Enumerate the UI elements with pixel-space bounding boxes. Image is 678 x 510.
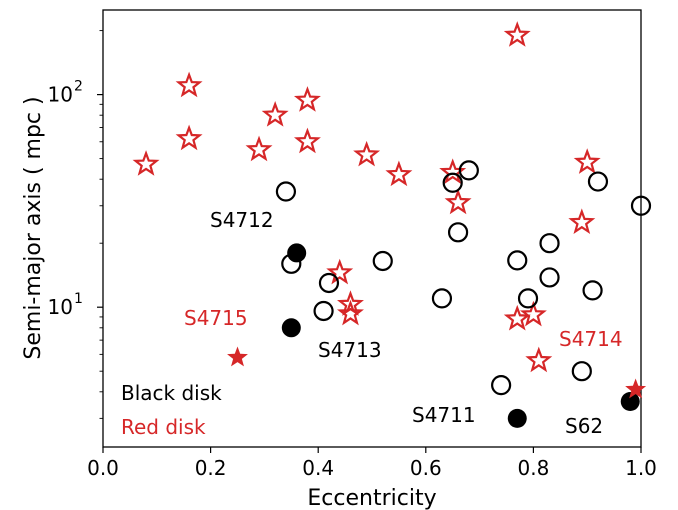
data-point-open-star — [525, 346, 553, 373]
y-tick-exponent: 1 — [74, 291, 83, 307]
data-point-open-circle — [571, 361, 592, 382]
data-point-open-star — [519, 300, 547, 327]
data-point-open-star — [503, 304, 531, 331]
data-point-filled-circle — [507, 408, 527, 428]
data-point-filled-circle — [620, 392, 640, 412]
x-tick-label: 0.2 — [195, 456, 227, 480]
annotation-s4714: S4714 — [559, 327, 623, 351]
data-point-filled-circle — [281, 318, 301, 338]
data-point-open-star — [503, 21, 531, 47]
data-point-open-star — [175, 71, 203, 98]
data-point-open-star — [175, 124, 203, 151]
y-tick-exponent: 2 — [74, 79, 83, 95]
data-point-filled-circle — [287, 243, 307, 263]
data-point-open-star — [326, 258, 354, 285]
data-point-open-circle — [539, 233, 560, 254]
data-point-open-star — [337, 299, 364, 326]
data-points — [132, 21, 652, 428]
data-point-open-star — [573, 148, 601, 174]
data-point-open-circle — [275, 181, 297, 202]
data-point-open-star — [293, 127, 321, 154]
data-point-open-star — [353, 140, 381, 167]
x-axis: 0.0 0.2 0.4 0.6 0.8 1.0 — [87, 447, 657, 480]
annotation-s4715: S4715 — [184, 306, 248, 330]
x-tick-label: 0.6 — [410, 456, 442, 480]
data-point-open-circle — [372, 250, 393, 272]
data-point-open-circle — [507, 250, 528, 271]
x-axis-label: Eccentricity — [307, 486, 436, 510]
y-tick-label: 10 — [48, 295, 73, 319]
data-point-open-circle — [630, 195, 652, 216]
data-point-open-star — [444, 188, 472, 215]
annotation-s4711: S4711 — [412, 403, 476, 427]
x-tick-label: 0.8 — [517, 456, 549, 480]
x-tick-label: 0.0 — [87, 456, 119, 480]
plot-frame — [102, 9, 642, 448]
legend-black-disk: Black disk — [121, 381, 222, 405]
data-point-open-circle — [442, 172, 463, 193]
data-point-open-star — [385, 160, 413, 187]
data-point-open-circle — [587, 171, 609, 192]
data-point-open-circle — [318, 272, 340, 294]
data-point-open-circle — [458, 160, 479, 181]
data-point-open-star — [337, 290, 364, 316]
annotation-s62: S62 — [565, 414, 603, 438]
data-point-open-circle — [491, 375, 512, 396]
data-point-filled-star — [227, 346, 248, 367]
data-point-open-circle — [539, 267, 560, 288]
data-point-open-circle — [447, 222, 469, 243]
data-point-open-star — [568, 208, 596, 235]
data-point-open-circle — [517, 288, 539, 309]
legend-red-disk: Red disk — [121, 415, 206, 439]
annotation-s4713: S4713 — [318, 338, 382, 362]
plot-area-border — [102, 9, 642, 448]
data-point-open-star — [261, 101, 289, 127]
data-point-open-circle — [431, 288, 453, 309]
data-point-open-circle — [582, 280, 603, 301]
x-tick-label: 0.4 — [302, 456, 334, 480]
data-point-open-star — [132, 150, 160, 176]
data-point-open-circle — [313, 300, 334, 322]
data-point-open-star — [245, 135, 273, 162]
y-tick-label: 10 — [48, 83, 73, 107]
x-tick-label: 1.0 — [625, 456, 657, 480]
data-point-filled-star — [625, 378, 647, 399]
data-point-open-star — [293, 86, 321, 112]
y-axis-label: Semi-major axis ( mpc ) — [21, 96, 46, 359]
annotation-s4712: S4712 — [210, 208, 274, 232]
